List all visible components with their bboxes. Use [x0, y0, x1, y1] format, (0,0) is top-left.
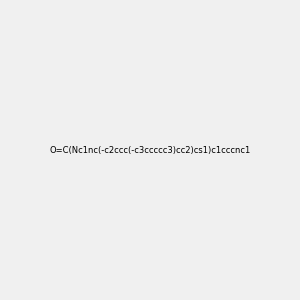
Text: O=C(Nc1nc(-c2ccc(-c3ccccc3)cc2)cs1)c1cccnc1: O=C(Nc1nc(-c2ccc(-c3ccccc3)cc2)cs1)c1ccc… [50, 146, 250, 154]
